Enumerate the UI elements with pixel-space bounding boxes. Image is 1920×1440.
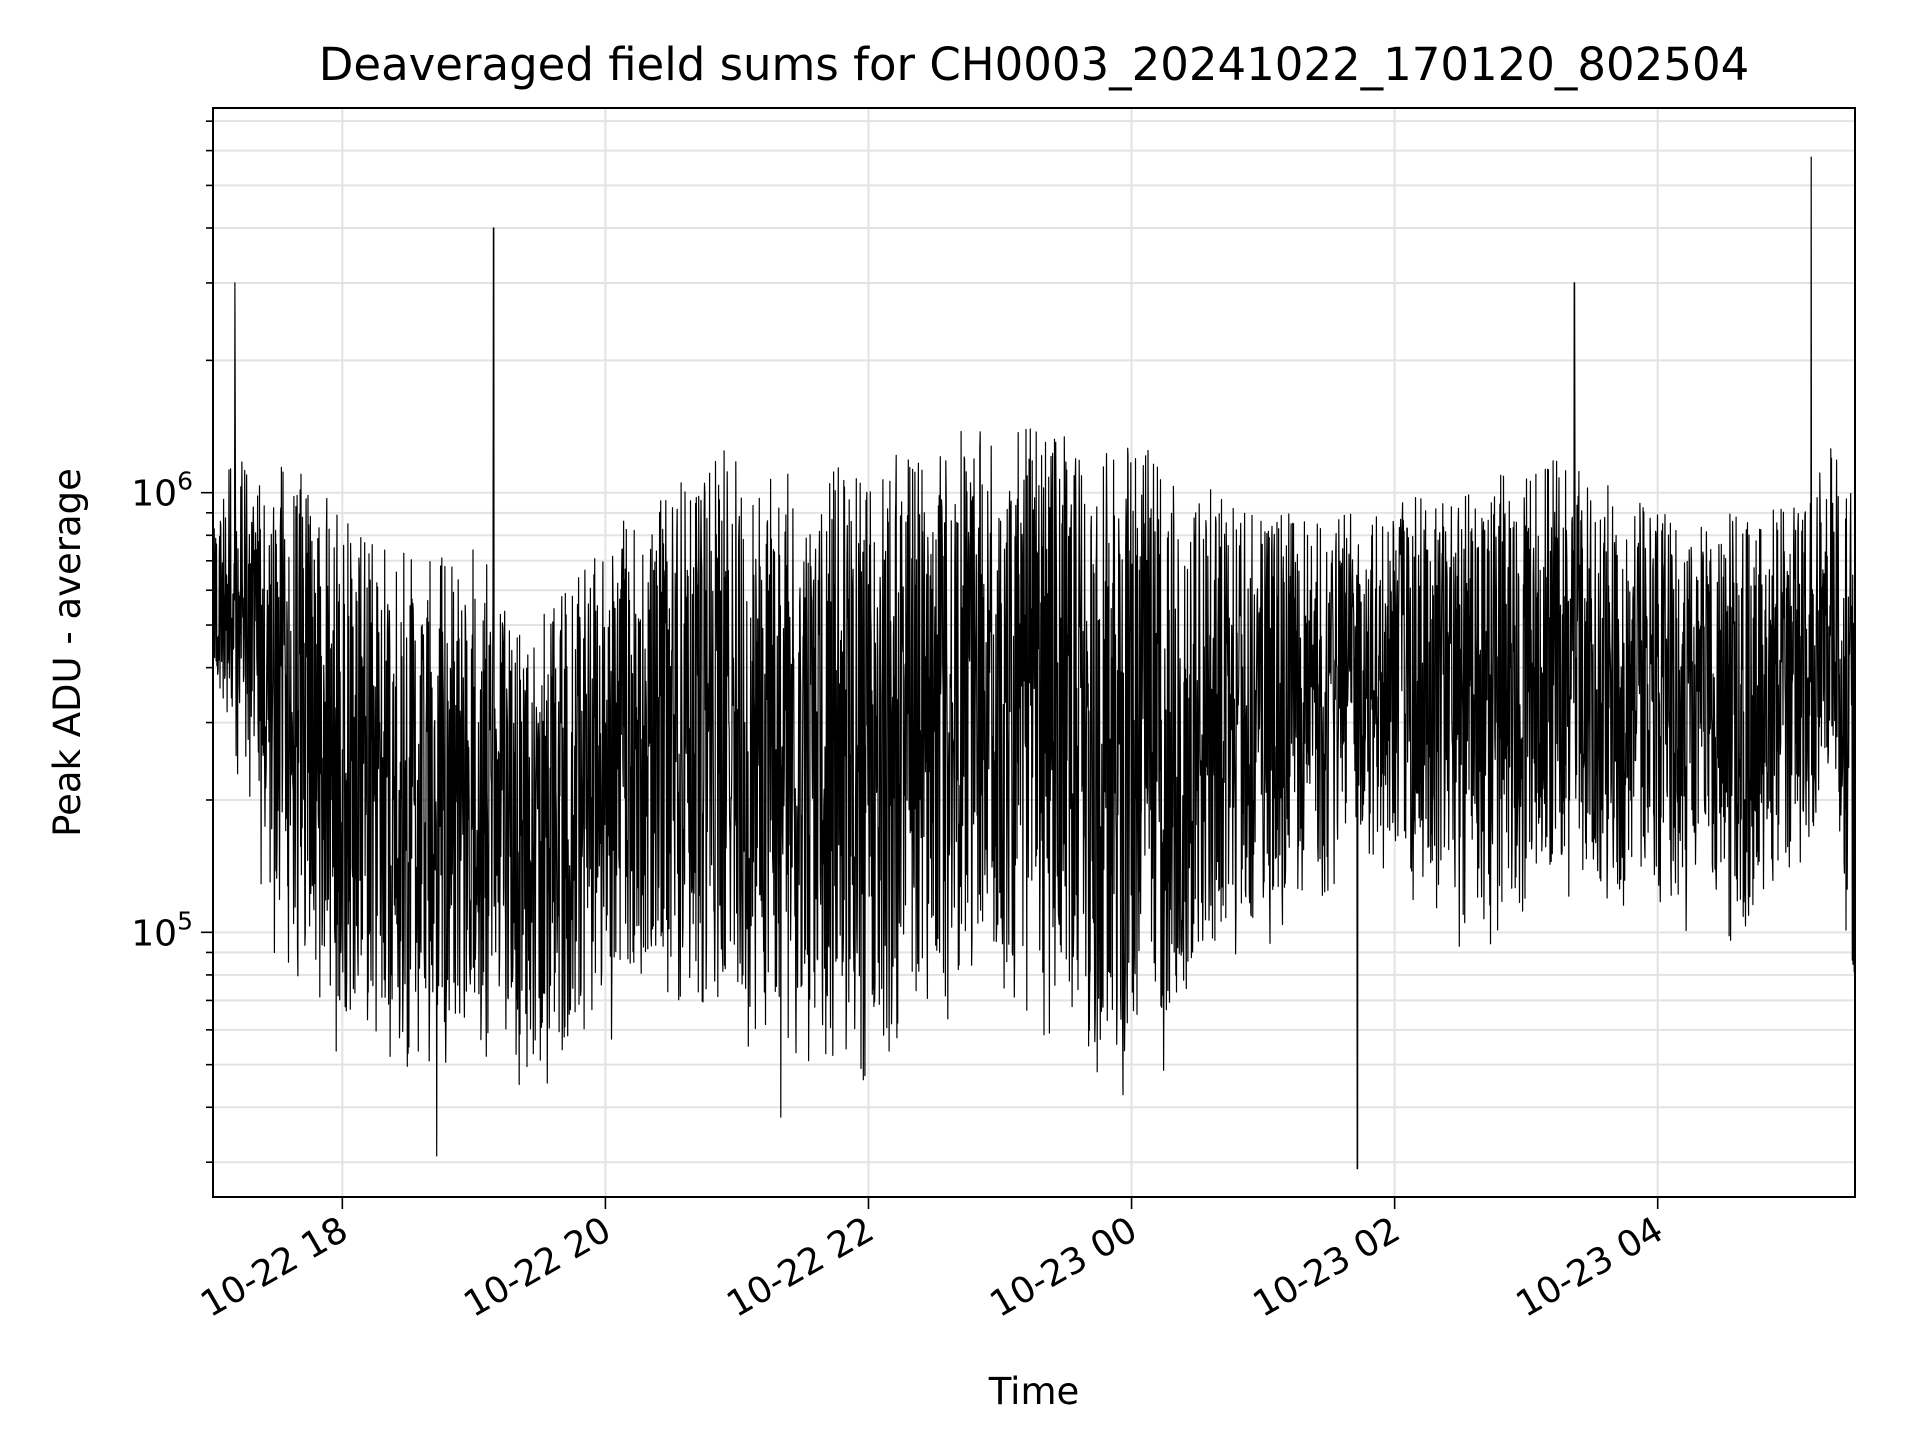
- plot-area: [212, 156, 1856, 1170]
- x-axis-label: Time: [988, 1370, 1080, 1413]
- y-axis: 105 106: [131, 120, 213, 1163]
- chart-title: Deaveraged field sums for CH0003_2024102…: [319, 38, 1749, 91]
- y-tick-label: 105: [131, 906, 193, 954]
- y-axis-label: Peak ADU - average: [46, 468, 89, 837]
- y-tick-label: 106: [131, 467, 193, 515]
- series-line: [212, 156, 1856, 1170]
- axes-frame: [212, 107, 1856, 1198]
